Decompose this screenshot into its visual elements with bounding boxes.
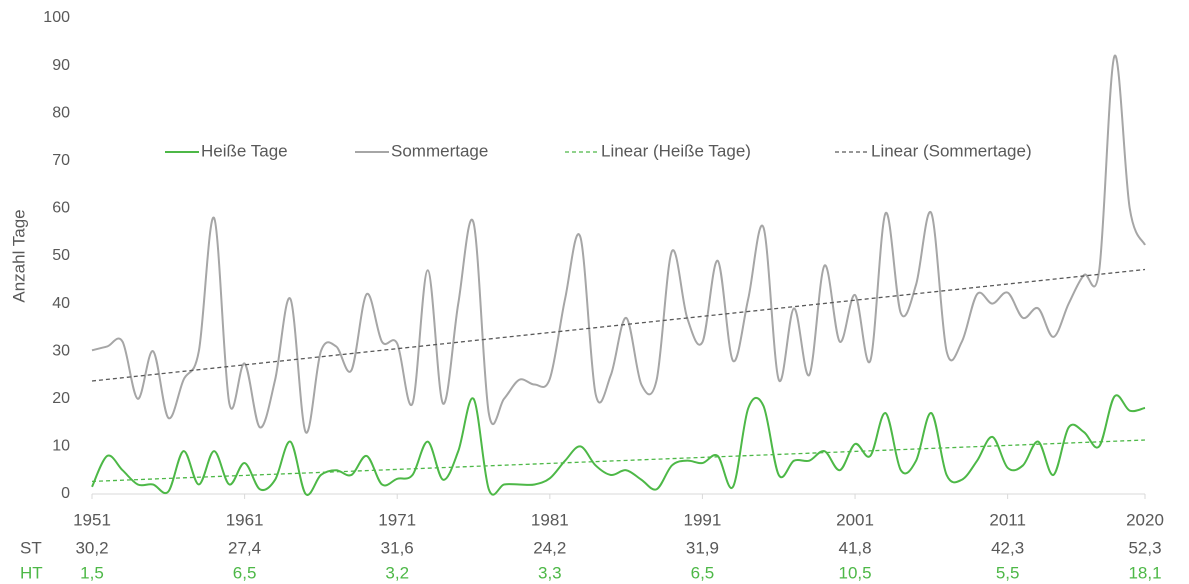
table-cell: 3,2 (385, 563, 409, 582)
y-tick-label: 100 (43, 9, 70, 26)
table-cell: 24,2 (533, 538, 566, 557)
table-cell: 27,4 (228, 538, 261, 557)
table-cell: 6,5 (691, 563, 715, 582)
series-line (91, 394, 1146, 496)
table-cell: 5,5 (996, 563, 1020, 582)
table-cell: 18,1 (1128, 563, 1161, 582)
y-tick-label: 40 (52, 295, 70, 312)
y-tick-label: 10 (52, 438, 70, 455)
trend-line (91, 268, 1146, 382)
y-tick-label: 50 (52, 247, 70, 264)
y-tick-label: 80 (52, 104, 70, 121)
table-cell: 41,8 (838, 538, 871, 557)
x-tick-label: 1961 (226, 510, 264, 529)
y-tick-label: 0 (61, 485, 70, 502)
table-cell: 6,5 (233, 563, 257, 582)
table-cell: 31,9 (686, 538, 719, 557)
y-tick-label: 30 (52, 342, 70, 359)
legend-label: Heiße Tage (201, 141, 288, 160)
table-row-label: HT (20, 563, 43, 582)
x-tick-label: 1951 (73, 510, 111, 529)
table-cell: 1,5 (80, 563, 104, 582)
y-tick-label: 20 (52, 390, 70, 407)
y-tick-label: 60 (52, 200, 70, 217)
x-tick-label: 2001 (836, 510, 874, 529)
table-cell: 10,5 (838, 563, 871, 582)
x-tick-label: 1981 (531, 510, 569, 529)
series-line (91, 54, 1146, 434)
table-cell: 30,2 (75, 538, 108, 557)
x-tick-label: 1971 (378, 510, 416, 529)
legend-label: Linear (Sommertage) (871, 141, 1032, 160)
table-cell: 42,3 (991, 538, 1024, 557)
table-cell: 3,3 (538, 563, 562, 582)
table-cell: 52,3 (1128, 538, 1161, 557)
x-tick-label: 2011 (989, 510, 1026, 529)
table-cell: 31,6 (381, 538, 414, 557)
trend-line (91, 439, 1146, 483)
x-tick-label: 2020 (1126, 510, 1164, 529)
table-row-label: ST (20, 538, 42, 557)
y-axis-label: Anzahl Tage (9, 209, 28, 302)
legend-label: Sommertage (391, 141, 488, 160)
x-tick-label: 1991 (684, 510, 722, 529)
legend-label: Linear (Heiße Tage) (601, 141, 751, 160)
y-tick-label: 70 (52, 152, 70, 169)
y-tick-label: 90 (52, 57, 70, 74)
